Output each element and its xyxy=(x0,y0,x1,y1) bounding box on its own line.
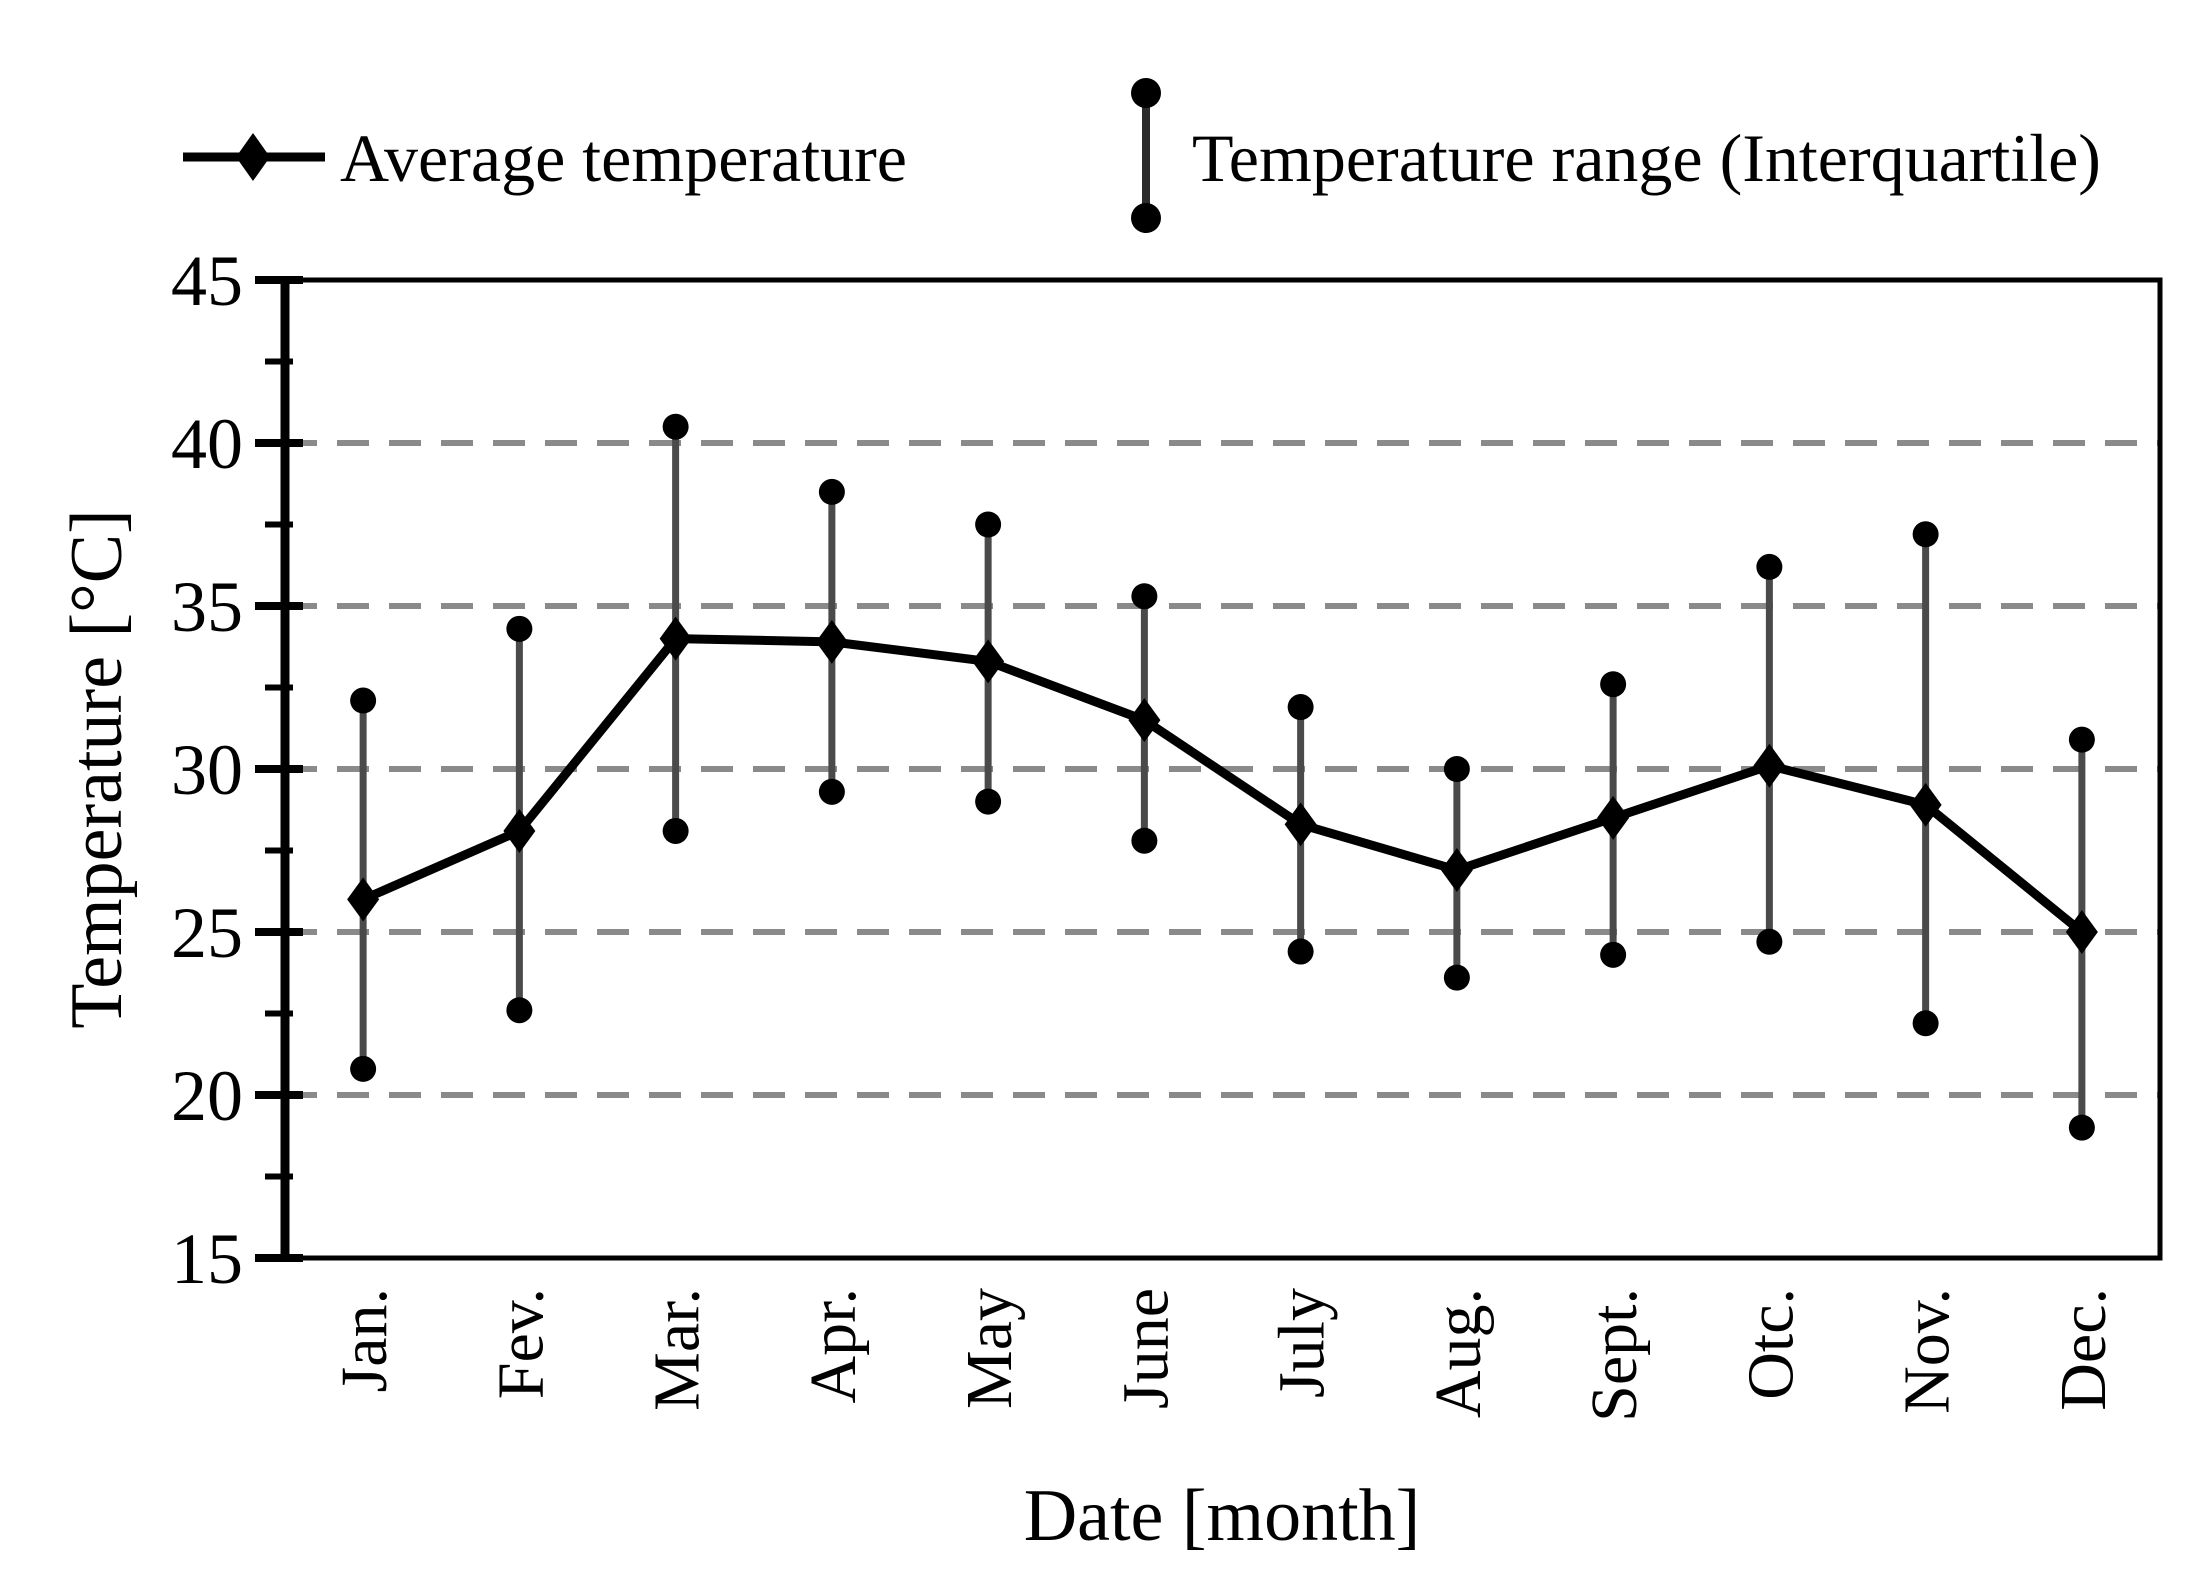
y-tick-label: 30 xyxy=(171,730,243,810)
y-tick-label: 15 xyxy=(171,1219,243,1299)
x-tick-label: Sept. xyxy=(1578,1288,1651,1422)
y-axis-title: Temperature [°C] xyxy=(56,509,138,1029)
range-upper-dot xyxy=(1912,521,1939,548)
x-tick-label: July xyxy=(1266,1288,1339,1398)
range-lower-dot xyxy=(1912,1010,1939,1037)
legend-range-item: Temperature range (Interquartile) xyxy=(1131,78,2101,233)
range-upper-dot xyxy=(1756,553,1783,580)
x-tick-label: Otc. xyxy=(1734,1288,1807,1400)
y-tick-label: 20 xyxy=(171,1056,243,1136)
x-tick-label: Jan. xyxy=(328,1288,401,1392)
average-marker-diamond xyxy=(972,639,1005,684)
range-lower-dot xyxy=(818,778,845,805)
range-lower-dot xyxy=(662,817,689,844)
range-upper-dot xyxy=(2068,726,2095,753)
average-marker-diamond xyxy=(503,808,536,853)
plot-area: 15 20 25 30 35 40 45 Jan. Fev. Mar. Apr. May June Jul… xyxy=(171,241,2163,1422)
y-tick-label: 40 xyxy=(171,404,243,484)
legend-range-top-dot-icon xyxy=(1131,78,1161,108)
average-marker-diamond xyxy=(1440,848,1473,893)
x-tick-label: Aug. xyxy=(1422,1288,1495,1418)
average-marker-diamond xyxy=(659,616,692,661)
x-tick-label: Fev. xyxy=(484,1288,557,1399)
range-lower-dot xyxy=(1756,928,1783,955)
legend-range-label: Temperature range (Interquartile) xyxy=(1192,120,2101,196)
y-tick-label: 45 xyxy=(171,241,243,321)
range-lower-dot xyxy=(1287,938,1314,965)
y-tick-label: 35 xyxy=(171,567,243,647)
chart-legend: Average temperature Temperature range (I… xyxy=(183,78,2101,233)
legend-average-item: Average temperature xyxy=(183,120,907,196)
range-lower-dot xyxy=(1443,964,1470,991)
x-tick-label: Apr. xyxy=(797,1288,870,1404)
average-marker-diamond xyxy=(1753,743,1786,788)
legend-average-label: Average temperature xyxy=(340,120,907,196)
legend-average-diamond-icon xyxy=(236,133,270,181)
range-upper-dot xyxy=(1443,756,1470,782)
range-upper-dot xyxy=(662,413,689,440)
range-upper-dot xyxy=(818,478,845,505)
range-lower-dot xyxy=(506,997,533,1024)
average-marker-diamond xyxy=(1597,795,1630,840)
average-marker-diamond xyxy=(2065,910,2098,954)
y-tick-label: 25 xyxy=(171,893,243,973)
range-lower-dot xyxy=(2068,1114,2095,1141)
x-tick-label: Nov. xyxy=(1891,1288,1964,1414)
range-upper-dot xyxy=(1131,583,1158,610)
average-marker-diamond xyxy=(1284,802,1317,847)
range-upper-dot xyxy=(1287,694,1314,721)
range-upper-dot xyxy=(975,511,1002,538)
x-tick-label: Mar. xyxy=(641,1288,714,1411)
x-axis-title: Date [month] xyxy=(1024,1475,1421,1557)
range-upper-dot xyxy=(1600,671,1627,698)
average-marker-diamond xyxy=(1909,782,1942,827)
range-lower-dot xyxy=(975,788,1002,815)
range-upper-dot xyxy=(350,687,377,714)
range-lower-dot xyxy=(350,1055,377,1082)
legend-range-bottom-dot-icon xyxy=(1131,203,1161,233)
average-marker-diamond xyxy=(815,619,848,664)
x-tick-label: June xyxy=(1109,1288,1182,1409)
x-tick-label: May xyxy=(953,1288,1026,1409)
average-marker-diamond xyxy=(1128,698,1161,743)
range-lower-dot xyxy=(1131,827,1158,854)
average-temperature-line xyxy=(361,634,2085,936)
x-tick-label: Dec. xyxy=(2047,1288,2120,1411)
range-upper-dot xyxy=(506,615,533,642)
range-lower-dot xyxy=(1600,941,1627,968)
average-marker-diamond xyxy=(347,877,380,922)
